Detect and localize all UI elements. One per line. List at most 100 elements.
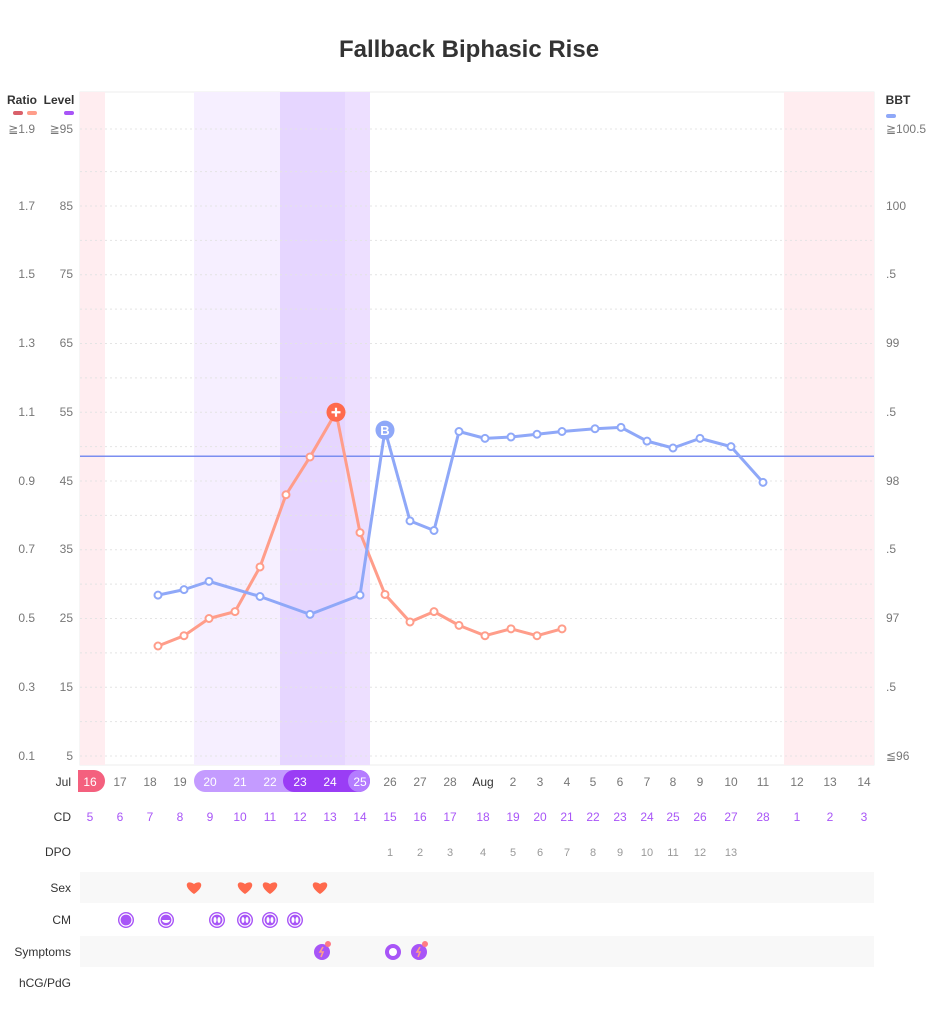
bbt-marker-label: B [380,423,389,438]
peak-fertility-band [280,92,345,765]
date-label[interactable]: 26 [383,775,397,789]
bbt-point[interactable] [616,422,626,432]
date-label[interactable]: 16 [83,775,97,789]
bbt-point[interactable] [532,429,542,439]
date-label[interactable]: 4 [564,775,571,789]
level-axis-label: Level [44,93,75,107]
ratio-point[interactable] [532,631,542,641]
cm-creamy-icon[interactable] [158,912,174,928]
cd-label: 5 [87,810,94,824]
level-tick-label: 55 [60,405,74,419]
ratio-point[interactable] [305,452,315,462]
ratio-point[interactable] [454,620,464,630]
date-label[interactable]: 8 [670,775,677,789]
bbt-point[interactable] [179,585,189,595]
bbt-marker[interactable]: B [375,420,395,440]
bbt-point[interactable] [454,427,464,436]
ratio-point[interactable] [557,624,567,634]
date-label[interactable]: 25 [353,775,367,789]
date-label[interactable]: 12 [790,775,804,789]
date-label[interactable]: 5 [590,775,597,789]
date-label[interactable]: 2 [510,775,517,789]
date-label[interactable]: 10 [724,775,738,789]
bbt-point[interactable] [758,477,768,487]
ratio-point[interactable] [380,589,390,599]
bbt-point[interactable] [557,427,567,436]
bbt-legend-swatch [886,114,896,118]
ratio-tick-label: 0.3 [18,680,35,694]
level-tick-label: 5 [66,749,73,763]
ratio-point[interactable] [429,607,439,617]
period-band [80,92,105,765]
date-label[interactable]: 6 [617,775,624,789]
bbt-point[interactable] [355,590,365,600]
peak-marker[interactable] [326,402,346,422]
date-label[interactable]: 22 [263,775,277,789]
date-label[interactable]: 7 [644,775,651,789]
symptom-breast-icon[interactable] [385,944,401,960]
bbt-point[interactable] [255,592,265,601]
date-label[interactable]: 13 [823,775,837,789]
ratio-point[interactable] [230,607,240,617]
bbt-tick-label: ≧100.5 [886,122,926,136]
date-label[interactable]: 17 [113,775,127,789]
bbt-point[interactable] [153,590,163,600]
cm-eggwhite-icon[interactable] [209,912,225,928]
bbt-point[interactable] [204,576,214,586]
date-label[interactable]: 20 [203,775,217,789]
date-label[interactable]: 11 [757,775,770,789]
ratio-point[interactable] [153,641,163,651]
heart-icon[interactable] [262,882,278,894]
date-label[interactable]: 28 [443,775,457,789]
bbt-point[interactable] [506,432,516,442]
ratio-tick-label: ≧1.9 [8,122,35,136]
bbt-point[interactable] [405,516,415,526]
date-label[interactable]: 23 [293,775,307,789]
heart-icon[interactable] [312,882,328,894]
date-label[interactable]: 24 [323,775,337,789]
month-label: Jul [56,775,71,789]
bbt-point[interactable] [590,424,600,434]
ratio-point[interactable] [405,617,415,627]
cd-label: 3 [861,810,868,824]
date-label[interactable]: 18 [143,775,157,789]
bbt-point[interactable] [305,609,315,619]
date-label[interactable]: 21 [233,775,247,789]
heart-icon[interactable] [186,882,202,894]
cd-label: 8 [177,810,184,824]
date-label[interactable]: 3 [537,775,544,789]
bbt-point[interactable] [695,433,705,443]
bbt-point[interactable] [726,442,736,452]
ratio-point[interactable] [179,631,189,641]
cd-label: 20 [533,810,547,824]
symptom-cramps-icon[interactable] [411,941,428,960]
ratio-point[interactable] [204,614,214,623]
predicted-period-band [784,92,874,765]
ratio-point[interactable] [355,528,365,538]
ratio-legend-swatch [13,111,23,115]
symptom-cramps-icon[interactable] [314,941,331,960]
bbt-point[interactable] [668,443,678,453]
ratio-tick-label: 1.3 [18,336,35,350]
date-label[interactable]: 14 [857,775,871,789]
ratio-point[interactable] [506,624,516,634]
bbt-point[interactable] [480,433,490,443]
date-label[interactable]: Aug [472,775,493,789]
cm-dry-icon[interactable] [118,912,134,928]
bbt-point[interactable] [429,526,439,535]
ratio-point[interactable] [281,490,291,500]
date-label[interactable]: 19 [173,775,187,789]
date-label[interactable]: 27 [413,775,427,789]
ratio-point[interactable] [480,631,490,641]
date-label[interactable]: 9 [697,775,704,789]
bbt-point[interactable] [642,436,652,446]
level-tick-label: 65 [60,336,74,350]
cm-eggwhite-icon[interactable] [237,912,253,928]
cm-watery-icon[interactable] [262,912,278,928]
bbt-tick-label: 97 [886,611,900,625]
symptoms-label: Symptoms [14,945,71,959]
heart-icon[interactable] [237,882,253,894]
ratio-point[interactable] [255,562,265,572]
cm-watery-icon[interactable] [287,912,303,928]
cd-label: 15 [383,810,397,824]
